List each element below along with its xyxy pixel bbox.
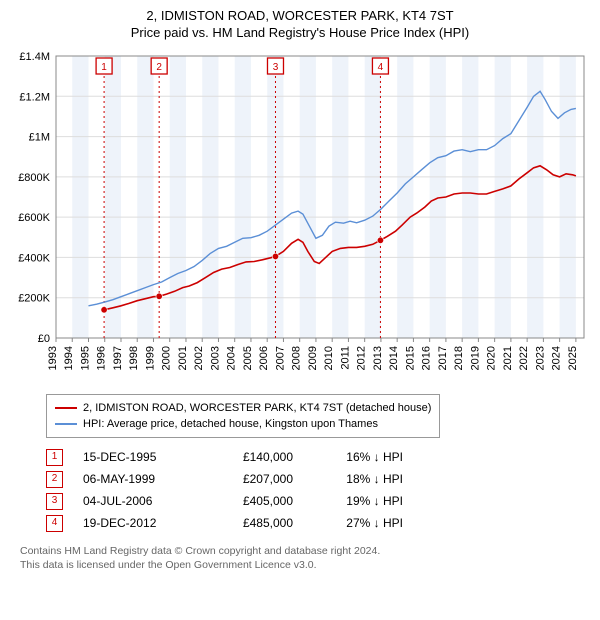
footer-line1: Contains HM Land Registry data © Crown c… bbox=[20, 544, 580, 558]
sale-badge: 4 bbox=[46, 515, 63, 532]
svg-text:£1.4M: £1.4M bbox=[19, 51, 50, 63]
title-address: 2, IDMISTON ROAD, WORCESTER PARK, KT4 7S… bbox=[0, 8, 600, 23]
svg-text:2010: 2010 bbox=[323, 346, 335, 370]
svg-text:2018: 2018 bbox=[453, 346, 465, 370]
svg-text:1998: 1998 bbox=[128, 346, 140, 370]
svg-text:1995: 1995 bbox=[79, 346, 91, 370]
sale-delta: 18% ↓ HPI bbox=[313, 468, 403, 490]
sale-date: 06-MAY-1999 bbox=[83, 468, 193, 490]
svg-text:£200K: £200K bbox=[18, 293, 50, 305]
svg-text:3: 3 bbox=[273, 62, 279, 73]
sale-price: £140,000 bbox=[213, 446, 293, 468]
svg-text:2008: 2008 bbox=[291, 346, 303, 370]
svg-text:£600K: £600K bbox=[18, 212, 50, 224]
svg-text:2013: 2013 bbox=[372, 346, 384, 370]
svg-text:2006: 2006 bbox=[258, 346, 270, 370]
sale-price: £405,000 bbox=[213, 490, 293, 512]
sale-badge: 3 bbox=[46, 493, 63, 510]
svg-text:1993: 1993 bbox=[47, 346, 59, 370]
svg-text:2: 2 bbox=[156, 62, 162, 73]
legend-row: 2, IDMISTON ROAD, WORCESTER PARK, KT4 7S… bbox=[55, 400, 431, 416]
legend: 2, IDMISTON ROAD, WORCESTER PARK, KT4 7S… bbox=[46, 394, 440, 438]
svg-text:2025: 2025 bbox=[567, 346, 579, 370]
svg-text:2009: 2009 bbox=[307, 346, 319, 370]
svg-text:2002: 2002 bbox=[193, 346, 205, 370]
svg-text:1999: 1999 bbox=[144, 346, 156, 370]
svg-text:2001: 2001 bbox=[177, 346, 189, 370]
sale-row: 4 19-DEC-2012 £485,000 27% ↓ HPI bbox=[46, 512, 580, 534]
legend-label: 2, IDMISTON ROAD, WORCESTER PARK, KT4 7S… bbox=[83, 400, 431, 416]
titles: 2, IDMISTON ROAD, WORCESTER PARK, KT4 7S… bbox=[0, 0, 600, 44]
svg-text:£1.2M: £1.2M bbox=[19, 91, 50, 103]
sale-delta: 16% ↓ HPI bbox=[313, 446, 403, 468]
svg-text:2017: 2017 bbox=[437, 346, 449, 370]
svg-text:£0: £0 bbox=[38, 333, 50, 345]
svg-text:2011: 2011 bbox=[339, 346, 351, 370]
svg-text:2023: 2023 bbox=[534, 346, 546, 370]
svg-text:1994: 1994 bbox=[63, 346, 75, 370]
svg-text:1996: 1996 bbox=[96, 346, 108, 370]
svg-text:2000: 2000 bbox=[161, 346, 173, 370]
svg-text:2019: 2019 bbox=[469, 346, 481, 370]
sale-price: £207,000 bbox=[213, 468, 293, 490]
sale-badge: 2 bbox=[46, 471, 63, 488]
sales-table: 1 15-DEC-1995 £140,000 16% ↓ HPI 2 06-MAY-199… bbox=[46, 446, 580, 534]
sale-date: 15-DEC-1995 bbox=[83, 446, 193, 468]
sale-row: 2 06-MAY-1999 £207,000 18% ↓ HPI bbox=[46, 468, 580, 490]
sale-row: 1 15-DEC-1995 £140,000 16% ↓ HPI bbox=[46, 446, 580, 468]
sale-delta: 19% ↓ HPI bbox=[313, 490, 403, 512]
svg-text:4: 4 bbox=[378, 62, 384, 73]
legend-swatch bbox=[55, 423, 77, 425]
footer-attribution: Contains HM Land Registry data © Crown c… bbox=[20, 544, 580, 572]
svg-text:1997: 1997 bbox=[112, 346, 124, 370]
sale-date: 04-JUL-2006 bbox=[83, 490, 193, 512]
svg-text:2007: 2007 bbox=[274, 346, 286, 370]
footer-line2: This data is licensed under the Open Gov… bbox=[20, 558, 580, 572]
svg-text:£1M: £1M bbox=[29, 132, 50, 144]
svg-text:2015: 2015 bbox=[404, 346, 416, 370]
svg-text:2004: 2004 bbox=[226, 346, 238, 370]
title-subtitle: Price paid vs. HM Land Registry's House … bbox=[0, 25, 600, 40]
svg-text:2022: 2022 bbox=[518, 346, 530, 370]
svg-text:2016: 2016 bbox=[421, 346, 433, 370]
legend-swatch bbox=[55, 407, 77, 409]
svg-text:2012: 2012 bbox=[356, 346, 368, 370]
sale-row: 3 04-JUL-2006 £405,000 19% ↓ HPI bbox=[46, 490, 580, 512]
price-chart: £0 £200K £400K £600K £800K £1M £1.2M £1.4M 1993 1… bbox=[10, 48, 590, 388]
svg-text:2003: 2003 bbox=[209, 346, 221, 370]
chart-wrap: £0 £200K £400K £600K £800K £1M £1.2M £1.4M 1993 1… bbox=[10, 48, 590, 388]
sale-date: 19-DEC-2012 bbox=[83, 512, 193, 534]
legend-row: HPI: Average price, detached house, King… bbox=[55, 416, 431, 432]
sale-price: £485,000 bbox=[213, 512, 293, 534]
svg-text:2020: 2020 bbox=[486, 346, 498, 370]
sale-delta: 27% ↓ HPI bbox=[313, 512, 403, 534]
svg-text:2024: 2024 bbox=[551, 346, 563, 370]
svg-text:1: 1 bbox=[101, 62, 107, 73]
svg-text:£800K: £800K bbox=[18, 172, 50, 184]
svg-text:2014: 2014 bbox=[388, 346, 400, 370]
svg-text:2021: 2021 bbox=[502, 346, 514, 370]
sale-badge: 1 bbox=[46, 449, 63, 466]
chart-container: 2, IDMISTON ROAD, WORCESTER PARK, KT4 7S… bbox=[0, 0, 600, 572]
svg-text:2005: 2005 bbox=[242, 346, 254, 370]
legend-label: HPI: Average price, detached house, King… bbox=[83, 416, 378, 432]
svg-text:£400K: £400K bbox=[18, 252, 50, 264]
